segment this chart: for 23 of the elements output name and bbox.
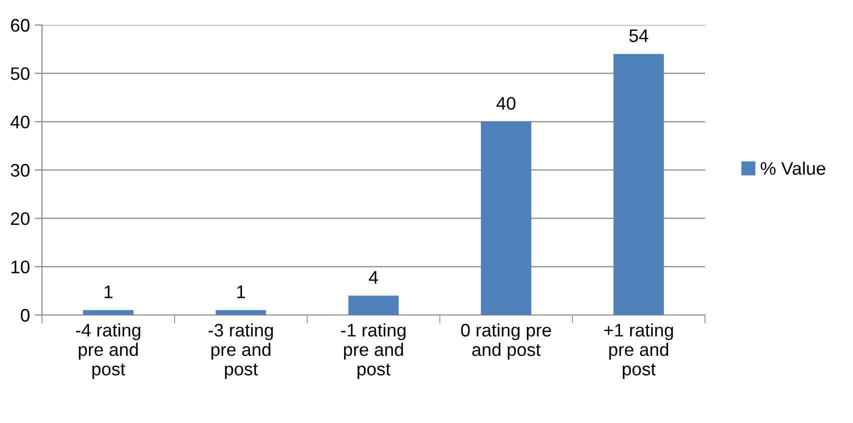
y-tick-label: 30 [10,164,30,177]
y-tick-label: 50 [10,67,30,80]
y-tick-label: 0 [20,308,30,322]
y-tick-label: 60 [11,18,30,32]
x-tick-label: -3 rating pre and post [208,323,273,380]
data-label: 54 [629,30,648,42]
bar [83,310,134,315]
bar [614,54,664,315]
bar [216,310,266,315]
data-label: 1 [104,286,112,298]
data-label: 40 [496,96,516,110]
x-tick-label: +1 rating pre and post [604,323,673,380]
legend-label: % Value [760,162,826,175]
x-tick-label: -4 rating pre and post [76,323,140,380]
data-label: 4 [368,271,378,284]
y-tick-label: 40 [10,116,30,128]
y-tick-label: 10 [11,260,30,274]
data-label: 1 [237,286,246,298]
x-tick-label: 0 rating pre and post [461,323,551,360]
y-tick-label: 20 [11,212,30,226]
bar [480,122,532,315]
x-tick-label: -1 rating pre and post [341,323,406,380]
bar [348,296,399,315]
